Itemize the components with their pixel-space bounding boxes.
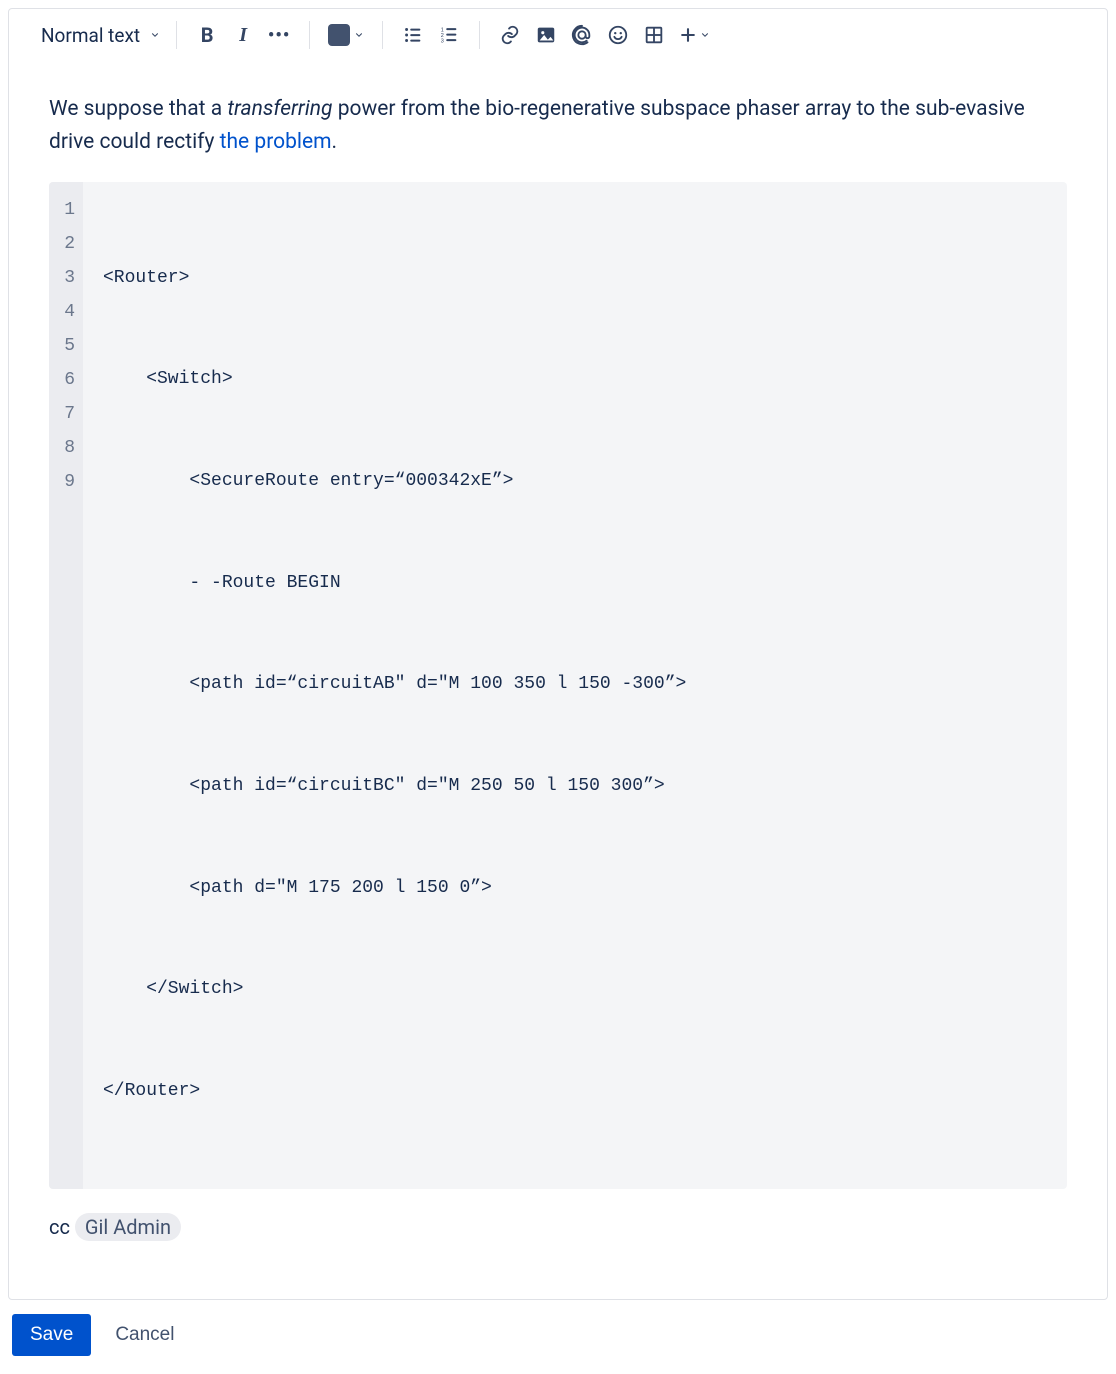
toolbar-divider [176, 21, 177, 49]
editor-container: Normal text B I ••• 123 [8, 8, 1108, 1300]
code-line: <path d="M 175 200 l 150 0”> [103, 872, 1051, 906]
line-number: 6 [59, 364, 75, 398]
code-line: <path id=“circuitBC" d="M 250 50 l 150 3… [103, 770, 1051, 804]
text-color-button[interactable] [324, 19, 368, 51]
italic-button[interactable]: I [227, 19, 259, 51]
body-link[interactable]: the problem [220, 130, 332, 154]
code-gutter: 1 2 3 4 5 6 7 8 9 [49, 182, 83, 1189]
line-number: 4 [59, 296, 75, 330]
link-icon [499, 24, 521, 46]
body-text-part: . [332, 130, 338, 154]
editor-toolbar: Normal text B I ••• 123 [9, 9, 1107, 61]
bullet-list-button[interactable] [397, 19, 429, 51]
body-text-part: We suppose that a [49, 97, 227, 121]
table-icon [643, 24, 665, 46]
image-button[interactable] [530, 19, 562, 51]
text-style-label: Normal text [41, 24, 140, 47]
numbered-list-button[interactable]: 123 [433, 19, 465, 51]
cc-label: cc [49, 1215, 70, 1239]
mention-button[interactable] [566, 19, 598, 51]
chevron-down-icon [354, 30, 364, 40]
code-line: - -Route BEGIN [103, 567, 1051, 601]
toolbar-divider [309, 21, 310, 49]
chevron-down-icon [150, 30, 160, 40]
numbered-list-icon: 123 [438, 24, 460, 46]
code-line: </Router> [103, 1075, 1051, 1109]
at-icon [571, 24, 593, 46]
code-line: </Switch> [103, 973, 1051, 1007]
save-button[interactable]: Save [12, 1314, 91, 1356]
editor-body[interactable]: We suppose that a transferring power fro… [9, 61, 1107, 1299]
cc-line[interactable]: cc Gil Admin [49, 1215, 1067, 1239]
line-number: 9 [59, 466, 75, 500]
plus-icon [678, 25, 698, 45]
color-swatch-icon [328, 24, 350, 46]
text-style-select[interactable]: Normal text [37, 19, 162, 51]
editor-actions: Save Cancel [8, 1300, 1108, 1366]
line-number: 8 [59, 432, 75, 466]
bullet-list-icon [402, 24, 424, 46]
code-line: <Switch> [103, 363, 1051, 397]
line-number: 7 [59, 398, 75, 432]
code-block[interactable]: 1 2 3 4 5 6 7 8 9 <Router> <Switch> <Sec… [49, 182, 1067, 1189]
bold-button[interactable]: B [191, 19, 223, 51]
body-text-italic: transferring [227, 97, 332, 121]
table-button[interactable] [638, 19, 670, 51]
user-mention[interactable]: Gil Admin [75, 1213, 181, 1241]
code-line: <SecureRoute entry=“000342xE”> [103, 465, 1051, 499]
svg-text:3: 3 [441, 38, 444, 44]
toolbar-divider [382, 21, 383, 49]
image-icon [535, 24, 557, 46]
body-paragraph[interactable]: We suppose that a transferring power fro… [49, 93, 1067, 158]
line-number: 5 [59, 330, 75, 364]
code-line: <Router> [103, 262, 1051, 296]
emoji-button[interactable] [602, 19, 634, 51]
line-number: 2 [59, 228, 75, 262]
link-button[interactable] [494, 19, 526, 51]
toolbar-divider [479, 21, 480, 49]
insert-more-button[interactable] [674, 19, 714, 51]
more-formatting-button[interactable]: ••• [263, 19, 295, 51]
line-number: 1 [59, 194, 75, 228]
line-number: 3 [59, 262, 75, 296]
code-line: <path id=“circuitAB" d="M 100 350 l 150 … [103, 668, 1051, 702]
chevron-down-icon [700, 30, 710, 40]
emoji-icon [607, 24, 629, 46]
cancel-button[interactable]: Cancel [115, 1324, 174, 1346]
code-content[interactable]: <Router> <Switch> <SecureRoute entry=“00… [83, 182, 1067, 1189]
